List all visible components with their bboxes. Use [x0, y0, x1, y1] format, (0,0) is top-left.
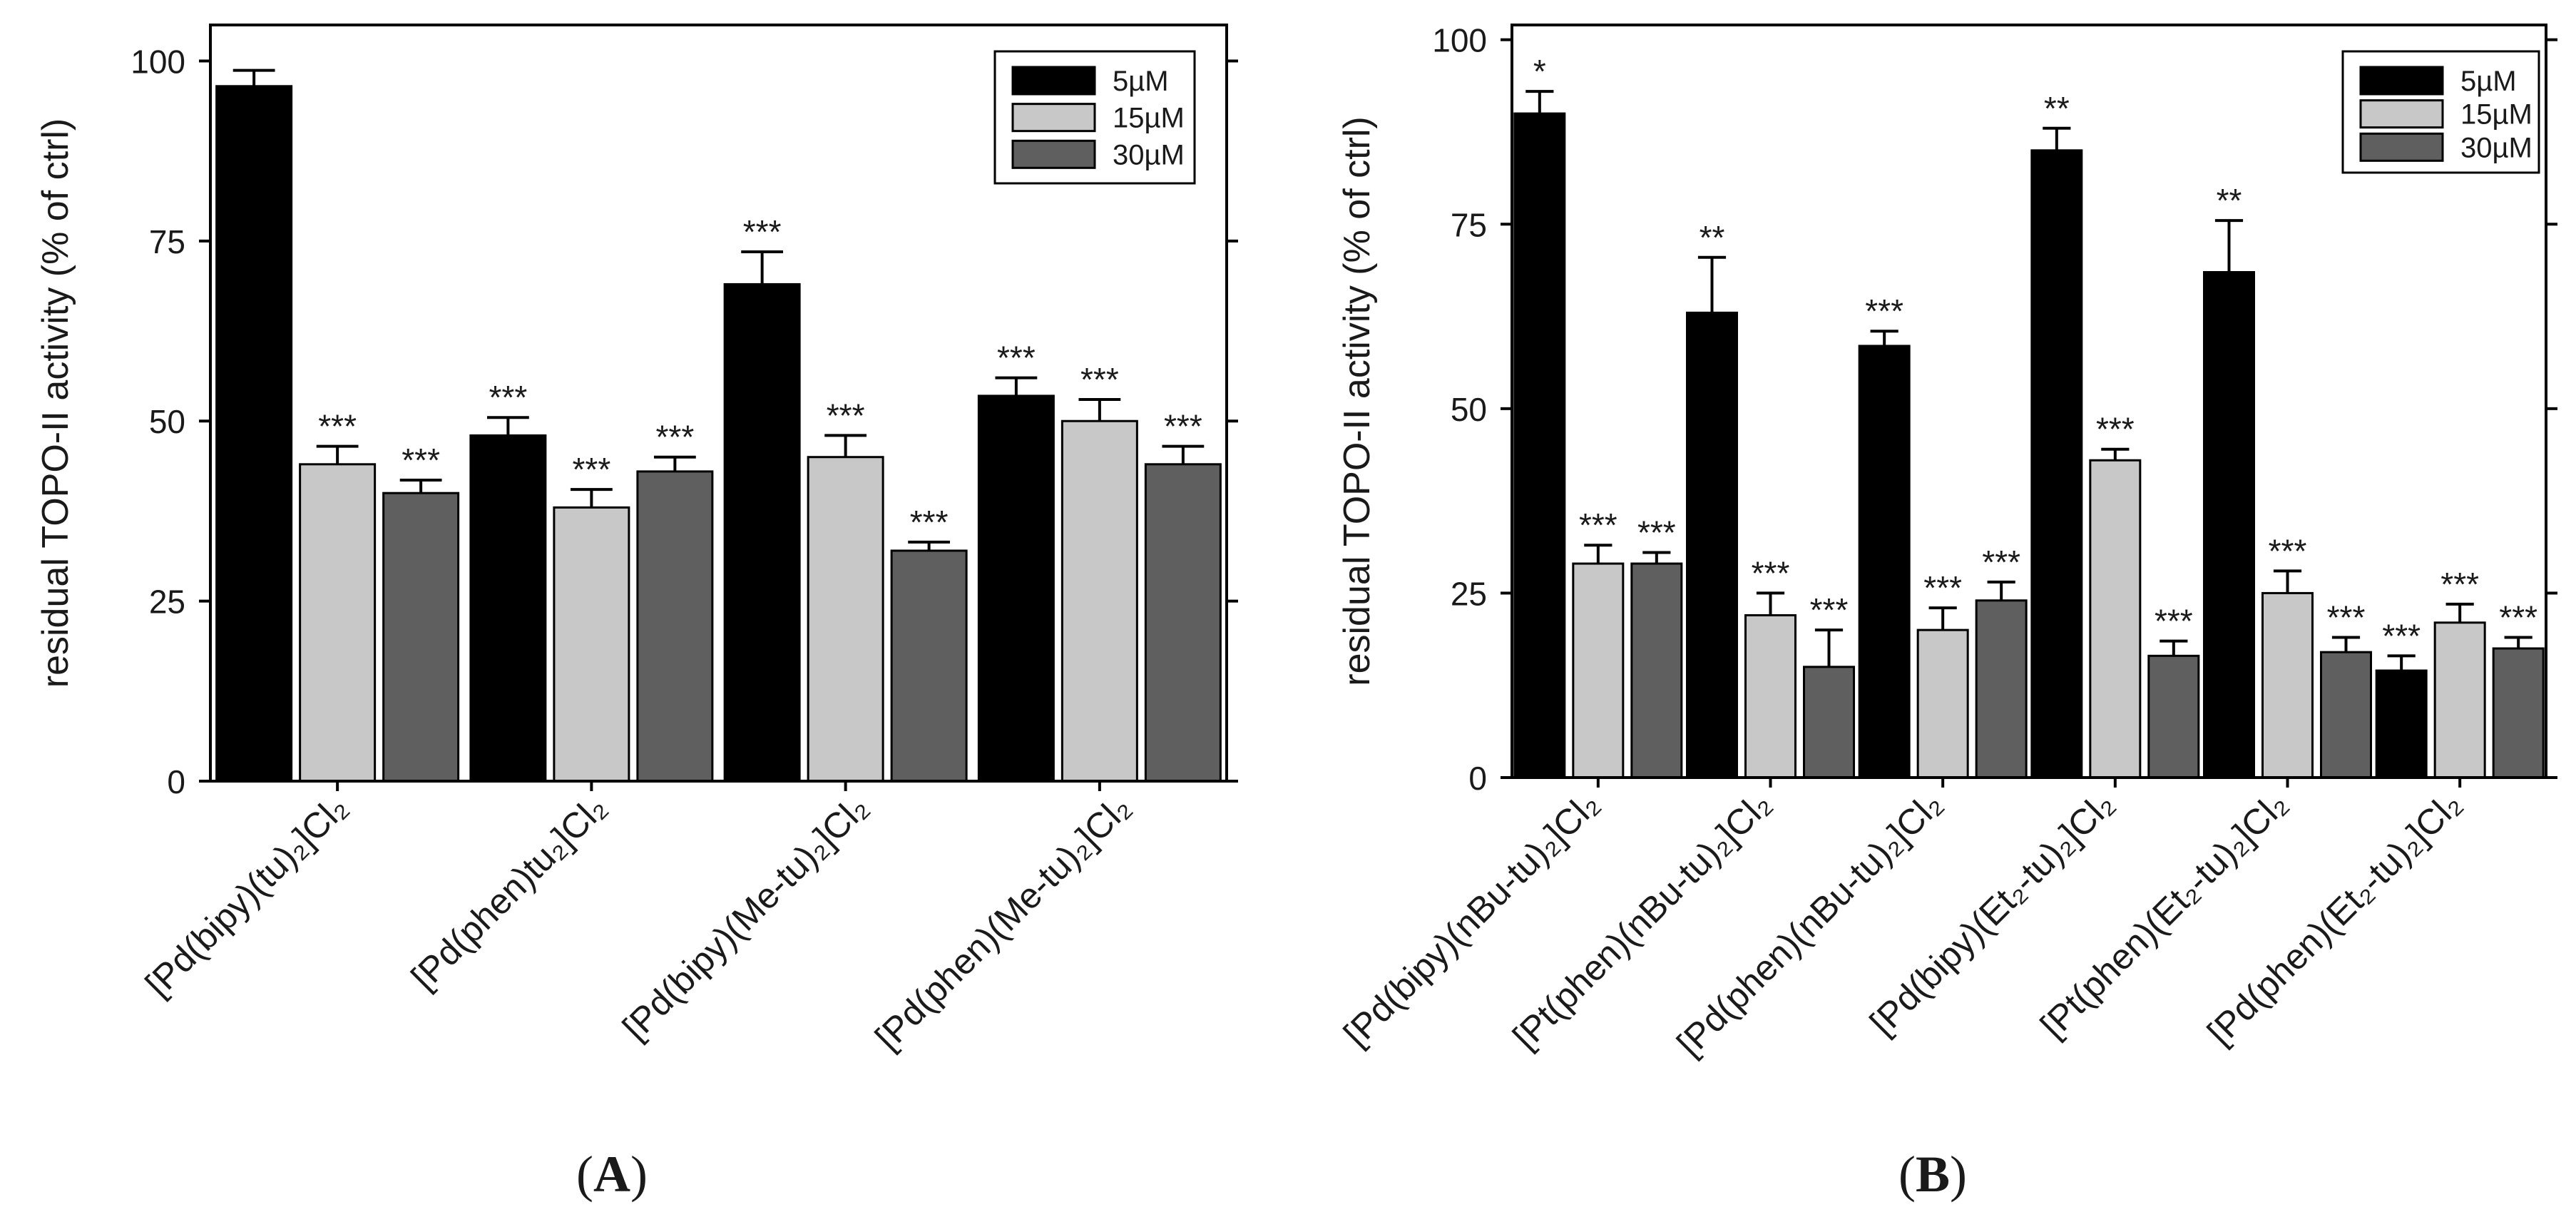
y-tick-label: 50: [1451, 391, 1487, 428]
bar: [2433, 621, 2486, 779]
bar: [2375, 669, 2428, 779]
significance-label: ***: [1579, 506, 1617, 544]
significance-label: **: [2044, 90, 2070, 127]
significance-label: ***: [1865, 292, 1903, 330]
bar: [1144, 463, 1222, 783]
significance-label: ***: [1752, 554, 1790, 591]
y-tick-label: 75: [149, 223, 185, 260]
significance-label: ***: [489, 379, 528, 416]
category-label: [Pd(bipy)(Me-tu)₂]Cl₂: [615, 787, 876, 1048]
bar: [2261, 591, 2314, 779]
bar: [2492, 647, 2545, 779]
bar: [890, 549, 968, 783]
legend-swatch: [2359, 66, 2444, 96]
legend-label: 15µM: [1113, 103, 1185, 134]
panel-A: residual TOPO-II activity (% of ctrl) 0 25…: [35, 24, 1238, 1203]
bar: [2030, 149, 2083, 779]
significance-label: ***: [1923, 569, 1962, 606]
panel-label: (B): [1898, 1146, 1967, 1203]
significance-label: ***: [402, 442, 440, 479]
legend-label: 15µM: [2460, 99, 2532, 131]
significance-label: ***: [1637, 514, 1676, 551]
bar: [469, 434, 547, 783]
significance-label: ***: [656, 419, 695, 456]
significance-label: ***: [997, 340, 1036, 377]
y-tick-label: 75: [1451, 206, 1487, 243]
bar: [1686, 311, 1738, 779]
plot-frame: [209, 24, 1228, 783]
category-label: [Pd(phen)(Me-tu)₂]Cl₂: [867, 787, 1138, 1057]
significance-label: ***: [2155, 603, 2193, 640]
y-tick-label: 25: [1451, 575, 1487, 612]
legend-label: 5µM: [1113, 66, 1169, 97]
bar: [553, 506, 630, 783]
y-tick-label: 100: [131, 43, 185, 80]
bar: [2147, 654, 2200, 779]
bar: [807, 456, 884, 783]
panel-B: residual TOPO-II activity (% of ctrl) 0 25…: [1336, 22, 2557, 1203]
significance-label: ***: [2499, 599, 2537, 636]
significance-label: **: [1700, 219, 1725, 256]
significance-label: ***: [573, 451, 611, 488]
significance-label: **: [2217, 182, 2242, 219]
bar: [977, 394, 1055, 783]
bar: [2320, 651, 2372, 779]
bar: [215, 85, 293, 783]
bar: [1630, 562, 1683, 779]
significance-label: ***: [1164, 408, 1202, 445]
bar: [1572, 562, 1625, 779]
bar: [1916, 628, 1969, 779]
significance-label: ***: [2327, 599, 2366, 636]
legend-label: 5µM: [2460, 66, 2517, 97]
bar: [723, 282, 801, 783]
plot-frame: [1511, 24, 2547, 779]
y-axis-label: residual TOPO-II activity (% of ctrl): [35, 118, 76, 688]
bar: [1803, 666, 1855, 779]
bar: [299, 463, 377, 783]
y-tick-label: 25: [149, 584, 185, 621]
bar: [636, 470, 714, 783]
significance-label: ***: [1080, 361, 1119, 398]
significance-label: ***: [827, 397, 865, 434]
significance-label: ***: [2096, 411, 2135, 448]
legend-swatch: [1011, 103, 1096, 133]
significance-label: *: [1533, 53, 1546, 90]
y-tick-label: 0: [167, 763, 185, 800]
legend: 5µM 15µM 30µM: [993, 50, 1196, 185]
significance-label: ***: [743, 213, 782, 250]
legend-swatch: [2359, 99, 2444, 129]
y-tick-label: 100: [1432, 22, 1487, 59]
significance-label: ***: [2440, 566, 2479, 603]
y-tick-label: 50: [149, 403, 185, 440]
legend-swatch: [2359, 132, 2444, 162]
bar: [1060, 419, 1138, 783]
legend-label: 30µM: [1113, 139, 1185, 170]
significance-label: ***: [2269, 532, 2307, 569]
bar: [1744, 613, 1796, 779]
legend-label: 30µM: [2460, 132, 2532, 163]
legend-swatch: [1011, 139, 1096, 169]
bar: [1975, 599, 2028, 779]
legend-swatch: [1011, 66, 1096, 96]
bar: [1513, 112, 1566, 779]
y-axis-label: residual TOPO-II activity (% of ctrl): [1336, 116, 1378, 686]
significance-label: ***: [910, 504, 949, 541]
panel-label: (A): [576, 1146, 648, 1203]
bar: [2089, 459, 2142, 779]
significance-label: ***: [318, 408, 357, 445]
bar: [2203, 270, 2255, 779]
significance-label: ***: [2382, 617, 2421, 654]
bar: [1858, 345, 1911, 779]
significance-label: ***: [1982, 544, 2020, 581]
category-label: [Pd(phen)tu₂]Cl₂: [404, 787, 614, 997]
y-tick-label: 0: [1468, 760, 1487, 797]
significance-label: ***: [1810, 591, 1849, 628]
bar: [382, 492, 460, 783]
category-label: [Pd(bipy)(tu)₂]Cl₂: [138, 787, 355, 1004]
